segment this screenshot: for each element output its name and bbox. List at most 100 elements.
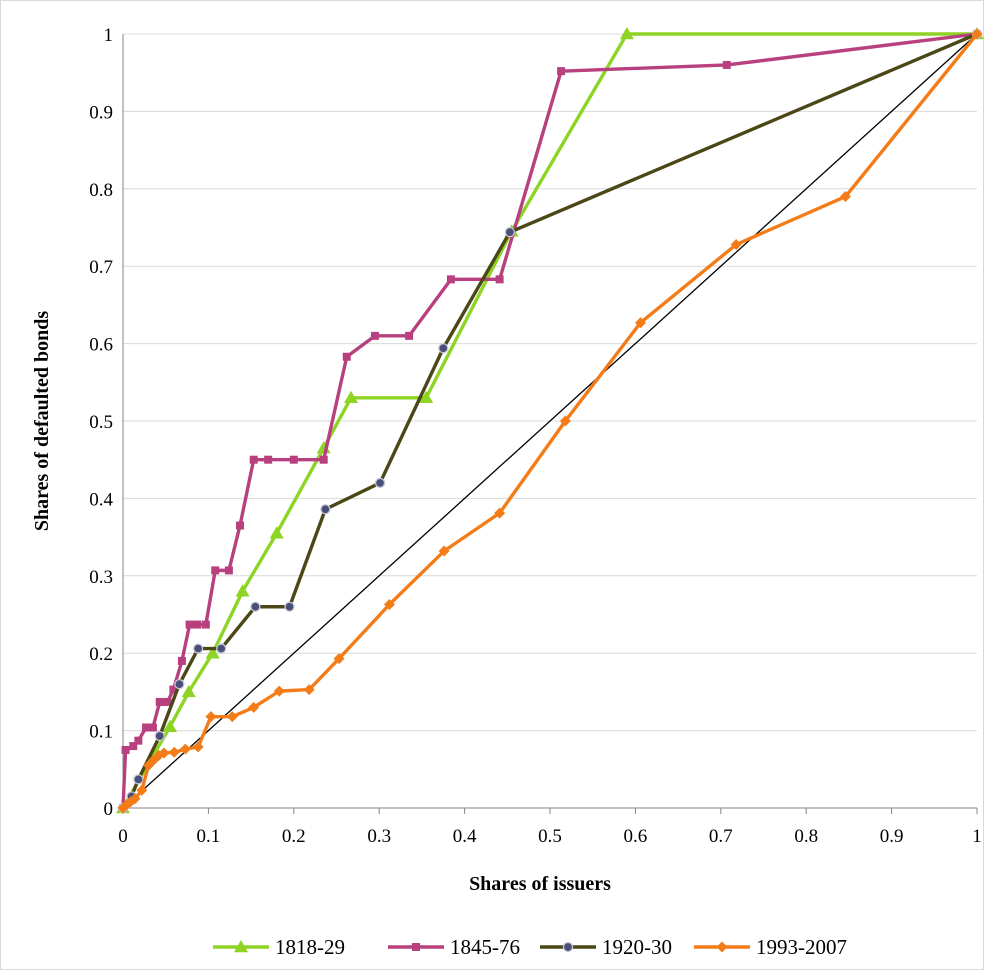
data-point-1993-2007 xyxy=(383,598,395,610)
legend-label: 1993-2007 xyxy=(756,935,847,959)
data-point-1845-76 xyxy=(342,352,351,361)
data-point-1993-2007 xyxy=(168,746,180,758)
data-point-1920-30 xyxy=(250,601,261,612)
y-tick-label: 0.9 xyxy=(89,102,113,123)
data-point-1920-30 xyxy=(320,504,331,515)
y-tick-label: 0.4 xyxy=(89,489,113,510)
data-point-1920-30 xyxy=(154,730,165,742)
data-point-1920-30 xyxy=(284,601,295,612)
y-tick-label: 0 xyxy=(104,799,114,820)
x-tick-label: 0.4 xyxy=(453,826,477,847)
x-tick-label: 0.5 xyxy=(538,826,562,847)
x-tick-label: 0.9 xyxy=(880,826,904,847)
data-point-1845-76 xyxy=(722,60,731,69)
y-tick-label: 0.8 xyxy=(89,180,113,201)
data-point-1920-30 xyxy=(193,643,204,654)
data-series xyxy=(116,27,984,814)
legend-swatch-marker xyxy=(412,943,420,951)
data-point-1818-29 xyxy=(235,584,250,597)
data-point-1845-76 xyxy=(193,620,202,629)
data-point-1845-76 xyxy=(211,566,220,575)
legend: 1818-29 1845-76 1920-30 1993-2007 xyxy=(213,935,847,959)
data-point-1920-30 xyxy=(438,343,449,354)
data-point-1818-29 xyxy=(205,646,220,659)
legend-item-1920-30: 1920-30 xyxy=(540,935,672,959)
data-point-1845-76 xyxy=(148,723,157,732)
y-tick-label: 0.6 xyxy=(89,335,113,356)
data-point-1993-2007 xyxy=(635,317,647,329)
data-point-1993-2007 xyxy=(158,747,170,759)
series-1993-2007 xyxy=(117,28,983,814)
data-point-1845-76 xyxy=(185,620,194,629)
legend-label: 1920-30 xyxy=(602,935,672,959)
data-point-1920-30 xyxy=(216,643,227,654)
data-point-1845-76 xyxy=(235,521,244,530)
data-point-1993-2007 xyxy=(730,239,742,251)
data-point-1993-2007 xyxy=(226,711,238,723)
data-point-1845-76 xyxy=(557,67,566,76)
legend-swatch-marker xyxy=(562,941,574,953)
data-point-1920-30 xyxy=(133,774,144,785)
data-point-1845-76 xyxy=(155,697,164,706)
data-point-1845-76 xyxy=(405,331,414,340)
data-point-1993-2007 xyxy=(129,793,141,805)
x-tick-label: 1 xyxy=(972,826,982,847)
data-point-1993-2007 xyxy=(205,711,217,723)
data-point-1993-2007 xyxy=(438,545,450,557)
data-point-1845-76 xyxy=(129,742,138,751)
y-tick-label: 0.2 xyxy=(89,644,113,665)
x-tick-label: 0.6 xyxy=(624,826,648,847)
data-point-1993-2007 xyxy=(303,684,315,696)
data-point-1993-2007 xyxy=(248,701,260,713)
data-point-1920-30 xyxy=(374,477,386,489)
data-point-1993-2007 xyxy=(494,507,506,519)
y-tick-label: 0.1 xyxy=(89,722,113,743)
data-point-1845-76 xyxy=(495,275,504,284)
x-tick-label: 0.8 xyxy=(794,826,818,847)
data-point-1845-76 xyxy=(201,620,210,629)
y-tick-label: 0.7 xyxy=(89,257,113,278)
data-point-1845-76 xyxy=(264,455,273,464)
data-point-1993-2007 xyxy=(839,191,851,203)
data-point-1993-2007 xyxy=(333,653,345,665)
data-point-1818-29 xyxy=(619,27,634,40)
data-point-1818-29 xyxy=(162,719,177,732)
reference-diagonal-line xyxy=(122,33,978,809)
x-axis-title: Shares of issuers xyxy=(469,873,611,895)
x-tick-label: 0.7 xyxy=(709,826,733,847)
data-point-1845-76 xyxy=(169,685,178,694)
data-point-1993-2007 xyxy=(971,28,983,40)
legend-label: 1845-76 xyxy=(450,935,520,959)
y-tick-label: 0.3 xyxy=(89,567,113,588)
data-point-1845-76 xyxy=(177,656,186,665)
legend-item-1818-29: 1818-29 xyxy=(213,935,345,959)
legend-swatch-marker xyxy=(234,940,248,953)
data-point-1845-76 xyxy=(289,455,298,464)
data-point-1993-2007 xyxy=(192,741,204,753)
legend-swatch-marker xyxy=(716,941,728,953)
data-point-1845-76 xyxy=(370,331,379,340)
data-point-1818-29 xyxy=(344,390,359,404)
data-point-1993-2007 xyxy=(136,784,148,796)
series-1845-76 xyxy=(119,30,981,812)
data-point-1818-29 xyxy=(419,390,434,404)
data-point-1845-76 xyxy=(249,455,258,464)
data-point-1845-76 xyxy=(134,736,143,745)
data-point-1845-76 xyxy=(142,723,151,732)
legend-label: 1818-29 xyxy=(275,935,345,959)
data-point-1920-30 xyxy=(174,679,185,690)
x-tick-label: 0.2 xyxy=(282,826,306,847)
data-point-1845-76 xyxy=(163,697,172,706)
data-point-1845-76 xyxy=(319,455,328,464)
legend-item-1845-76: 1845-76 xyxy=(388,935,520,959)
data-point-1818-29 xyxy=(269,526,284,539)
data-point-1845-76 xyxy=(446,275,455,284)
series-line-1920-30 xyxy=(121,32,978,810)
data-point-1920-30 xyxy=(504,226,516,238)
y-axis-title: Shares of defaulted bonds xyxy=(31,311,53,531)
series-line-1818-29 xyxy=(121,32,977,809)
series-1818-29 xyxy=(116,27,984,814)
